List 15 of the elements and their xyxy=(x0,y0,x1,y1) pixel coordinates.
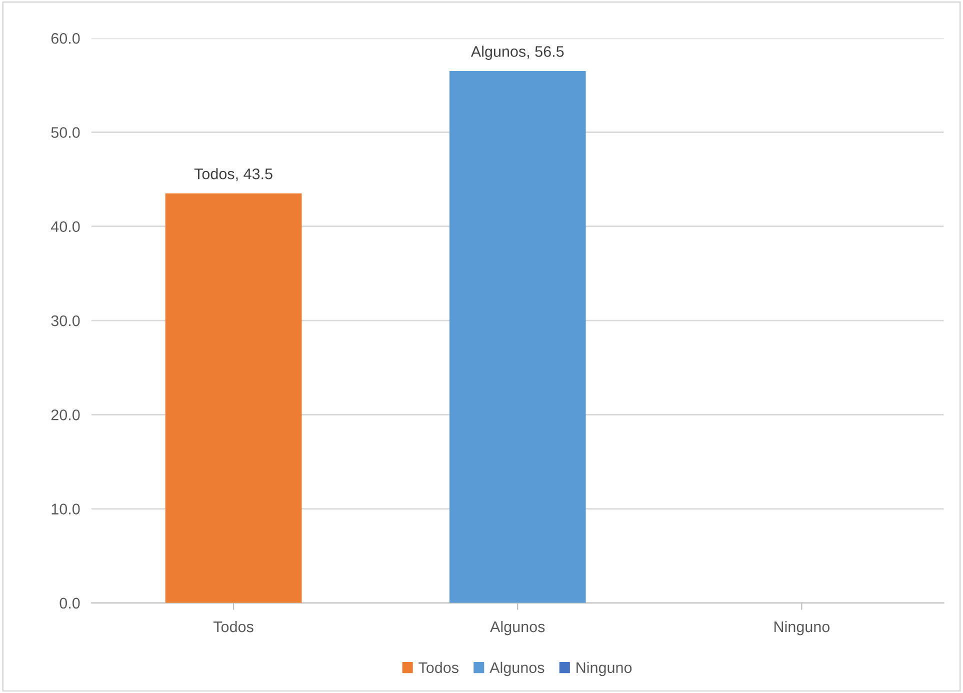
legend-label: Ninguno xyxy=(576,662,632,676)
y-tick-label: 10.0 xyxy=(52,504,80,514)
y-tick-label: 0.0 xyxy=(60,598,80,609)
x-tick-label: Ninguno xyxy=(774,620,830,636)
legend-label: Todos xyxy=(418,662,458,674)
data-label: Todos, 43.5 xyxy=(194,168,272,182)
y-tick-label: 60.0 xyxy=(51,32,80,44)
y-tick-label: 40.0 xyxy=(50,221,80,232)
y-tick-label: 30.0 xyxy=(51,315,80,326)
y-tick-label: 20.0 xyxy=(51,410,80,420)
x-tick-label: Algunos xyxy=(490,620,545,636)
y-tick-label: 50.0 xyxy=(51,127,80,138)
x-tick-label: Todos xyxy=(213,620,254,632)
legend-label: Algunos xyxy=(490,662,544,676)
data-label: Algunos, 56.5 xyxy=(470,46,564,60)
